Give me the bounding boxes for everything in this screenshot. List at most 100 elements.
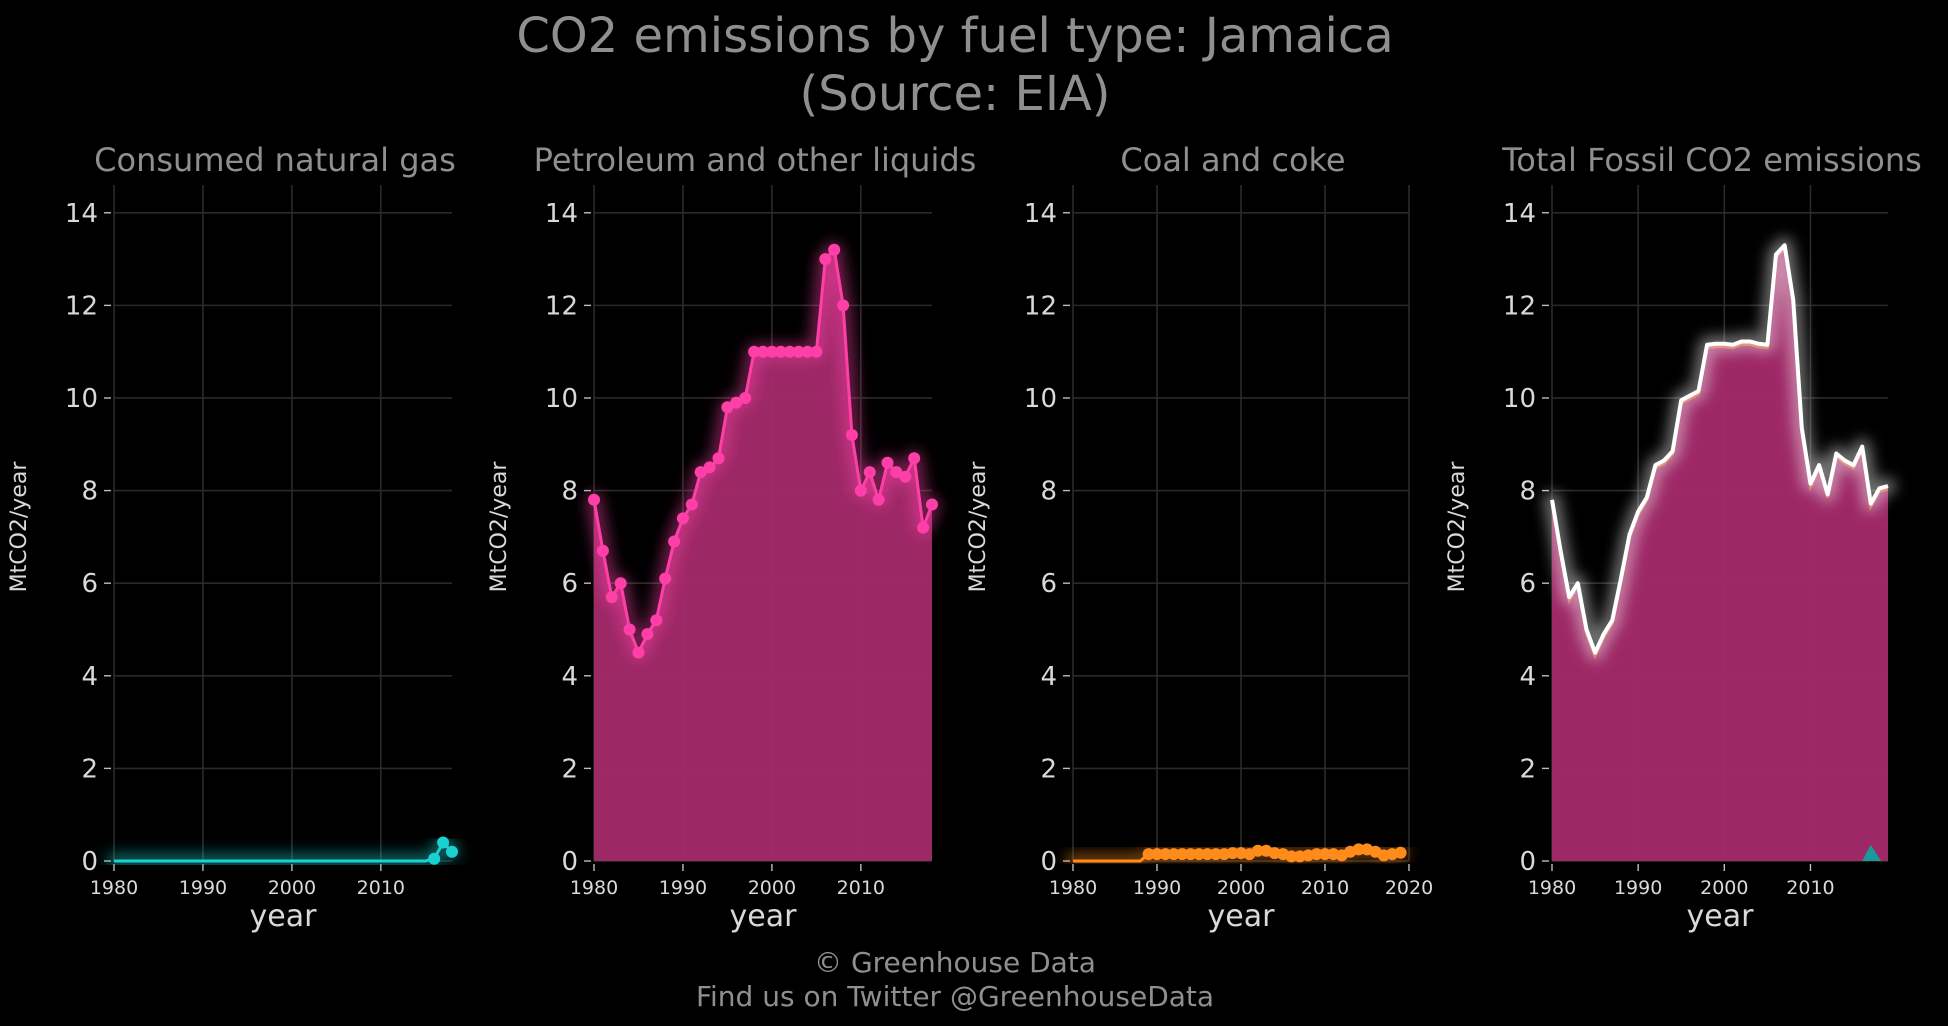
- y-tick-label: 12: [65, 291, 98, 321]
- y-tick-label: 12: [545, 291, 578, 321]
- gas-area: [1862, 844, 1882, 861]
- data-point: [845, 429, 858, 441]
- data-point: [1226, 847, 1239, 860]
- x-tick-label: 2010: [357, 877, 405, 899]
- series-area: [1552, 245, 1888, 861]
- data-point: [1352, 843, 1365, 856]
- y-tick-label: 2: [1040, 754, 1057, 784]
- series-area: [594, 249, 932, 862]
- x-tick-label: 2010: [1301, 877, 1349, 899]
- credit-line2: Find us on Twitter @GreenhouseData: [696, 980, 1214, 1013]
- y-tick-label: 8: [561, 477, 578, 507]
- x-tick-label: 2000: [268, 877, 316, 899]
- x-axis-label: year: [250, 899, 318, 934]
- x-tick-label: 2000: [748, 877, 796, 899]
- data-point: [1285, 850, 1298, 863]
- data-point: [712, 452, 725, 465]
- x-tick-label: 2000: [1217, 877, 1265, 899]
- y-tick-label: 14: [65, 199, 98, 229]
- data-point: [721, 401, 734, 414]
- y-tick-label: 8: [1040, 477, 1057, 507]
- data-point: [819, 253, 832, 266]
- data-point: [757, 345, 769, 358]
- x-axis-label: year: [730, 899, 798, 934]
- y-tick-label: 4: [1519, 662, 1536, 692]
- y-tick-label: 12: [1024, 291, 1057, 321]
- y-tick-label: 6: [1040, 569, 1057, 599]
- chart-title-line2: (Source: EIA): [799, 66, 1110, 122]
- y-tick-label: 10: [545, 384, 578, 414]
- y-tick-label: 6: [81, 569, 98, 599]
- data-point: [810, 345, 823, 358]
- y-tick-label: 2: [81, 754, 98, 784]
- data-point: [614, 577, 627, 590]
- data-point: [881, 456, 894, 469]
- y-tick-label: 4: [1040, 662, 1057, 692]
- series-glow: [106, 834, 460, 869]
- y-tick-label: 2: [1519, 754, 1536, 784]
- x-tick-label: 1980: [570, 877, 618, 899]
- data-point: [676, 512, 689, 525]
- data-point: [748, 345, 761, 358]
- data-point: [828, 243, 841, 256]
- data-point: [596, 544, 609, 557]
- data-point: [1151, 848, 1163, 861]
- data-point: [685, 498, 698, 511]
- panel-natural-gas: Consumed natural gas 0 2 4 6 8 10 12 14 1980 1990 2…: [7, 141, 460, 934]
- data-point: [1167, 848, 1180, 861]
- y-tick-label: 10: [1024, 384, 1057, 414]
- data-point: [446, 845, 458, 858]
- series-line: [1550, 243, 1889, 655]
- x-tick-label: 2000: [1700, 877, 1748, 899]
- panel-total: Total Fossil CO2 emissions 0 2 4 6 8 10 12 14 198…: [1445, 141, 1922, 934]
- data-point: [437, 836, 450, 849]
- y-tick-label: 14: [1503, 199, 1536, 229]
- y-tick-label: 4: [81, 662, 98, 692]
- data-point: [908, 452, 921, 465]
- panel-title-natural-gas: Consumed natural gas: [94, 141, 456, 179]
- data-point: [428, 852, 441, 865]
- panel-coal: Coal and coke 0 2 4 6 8 10 12 14 1980 1990 2000 2010…: [966, 141, 1433, 934]
- x-tick-label: 2010: [1786, 877, 1834, 899]
- x-tick-label: 1980: [1049, 877, 1097, 899]
- y-tick-label: 0: [1519, 847, 1536, 877]
- data-point: [1142, 848, 1155, 861]
- data-point: [872, 493, 885, 506]
- data-point: [641, 628, 654, 641]
- data-point: [837, 299, 850, 312]
- data-point: [1310, 848, 1323, 861]
- y-axis-label: MtCO2/year: [7, 461, 32, 593]
- data-point: [926, 498, 938, 511]
- y-tick-label: 0: [1040, 847, 1057, 877]
- data-point: [774, 345, 787, 358]
- x-tick-label: 1990: [179, 877, 227, 899]
- x-tick-label: 2020: [1385, 877, 1433, 899]
- data-point: [899, 470, 912, 483]
- x-tick-label: 1990: [1614, 877, 1662, 899]
- data-point: [1209, 848, 1222, 861]
- data-point: [588, 493, 600, 506]
- data-point: [1319, 848, 1331, 861]
- data-point: [783, 345, 796, 358]
- y-tick-label: 2: [561, 754, 578, 784]
- chart-title-line1: CO2 emissions by fuel type: Jamaica: [516, 8, 1393, 64]
- data-point: [730, 396, 743, 409]
- panel-title-coal: Coal and coke: [1120, 141, 1345, 179]
- data-point: [739, 392, 752, 404]
- y-axis-label: MtCO2/year: [487, 461, 512, 593]
- data-point: [890, 466, 903, 479]
- panel-title-total: Total Fossil CO2 emissions: [1501, 141, 1922, 179]
- y-tick-label: 12: [1503, 291, 1536, 321]
- data-point: [694, 466, 707, 479]
- y-axis-label: MtCO2/year: [966, 461, 991, 593]
- y-tick-label: 4: [561, 662, 578, 692]
- data-point: [1159, 848, 1172, 861]
- x-tick-label: 1990: [659, 877, 707, 899]
- x-tick-label: 1980: [1528, 877, 1576, 899]
- data-point: [659, 572, 672, 585]
- data-point: [632, 646, 645, 659]
- data-point: [917, 521, 930, 534]
- data-point: [1193, 848, 1205, 861]
